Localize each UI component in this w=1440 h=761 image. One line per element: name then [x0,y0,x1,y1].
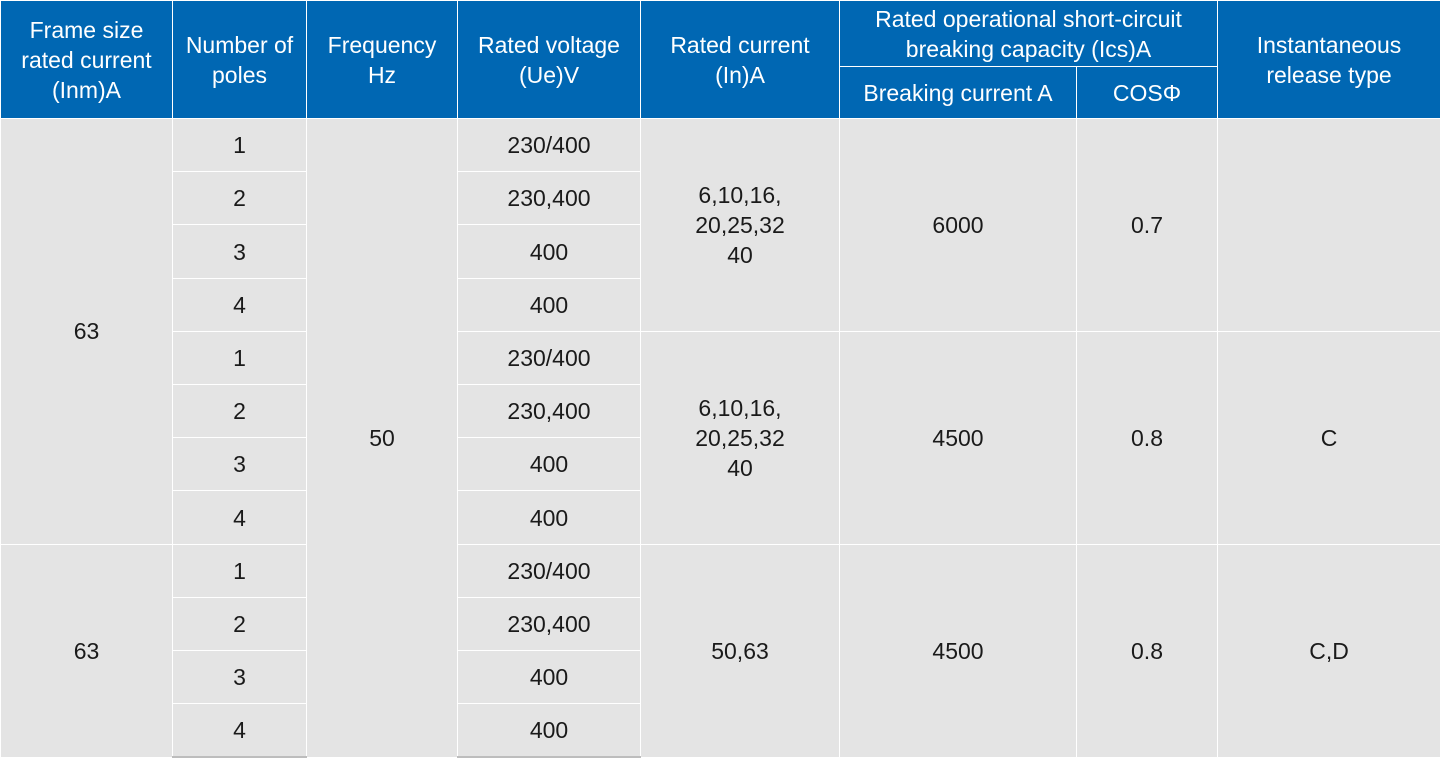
table-row: 4 400 [1,277,1440,332]
cell-poles: 3 [172,224,307,279]
cell-voltage: 230,400 [457,171,641,226]
cell-release-type [1217,118,1440,332]
table-row: 2 230,400 [1,171,1440,226]
cell-poles: 1 [172,543,307,598]
cell-poles: 2 [172,171,307,226]
cell-voltage: 400 [457,224,641,279]
header-frame-size: Frame size rated current (Inm)A [0,0,173,119]
header-cos-phi: COSΦ [1075,66,1219,119]
cell-poles: 3 [172,650,307,705]
cell-poles: 4 [172,490,307,545]
cell-voltage: 400 [457,437,641,492]
cell-poles: 2 [172,384,307,439]
cell-voltage: 230/400 [457,330,641,386]
table-row: 63 1 230/400 50,63 4500 0.8 C,D [0,543,1440,758]
cell-poles: 2 [172,596,307,652]
table-row: 4 400 [1,490,1440,545]
cell-frame-size: 63 [0,543,173,758]
header-poles: Number of poles [172,0,307,119]
cell-poles: 4 [172,703,307,759]
header-rated-voltage: Rated voltage (Ue)V [457,0,641,119]
cell-breaking-current: 6000 [839,118,1077,332]
cell-release-type: C,D [1217,543,1440,758]
cell-rated-current: 6,10,16, 20,25,32 40 [640,330,840,545]
cell-voltage: 230/400 [457,117,641,173]
header-breaking-current: Breaking current A [839,66,1077,119]
cell-rated-current: 6,10,16, 20,25,32 40 [640,118,840,332]
table-row: 1 230/400 6,10,16, 20,25,32 40 4500 0.8 … [1,330,1440,545]
table-row: 2 230,400 [1,596,1440,652]
header-release-type: Instantaneous release type [1217,0,1440,119]
cell-voltage: 230,400 [457,596,641,652]
table-row: 3 400 [1,650,1440,705]
table-row: 3 400 [1,224,1440,279]
header-breaking-capacity: Rated operational short-circuit breaking… [838,0,1219,67]
cell-voltage: 230,400 [457,384,641,439]
cell-voltage: 230/400 [457,543,641,598]
cell-voltage: 400 [457,277,641,332]
table-row: 63 1 50 230/400 6,10,16, 20,25,32 40 600… [0,117,1440,758]
table-row: 4 400 [1,703,1440,759]
cell-rated-current: 50,63 [640,543,840,758]
table-row: 2 230,400 [1,384,1440,439]
table-body: 63 1 50 230/400 6,10,16, 20,25,32 40 600… [0,117,1440,759]
table-row: 3 400 [1,437,1440,492]
cell-breaking-current: 4500 [839,330,1077,545]
cell-breaking-current: 4500 [839,543,1077,758]
cell-cos-phi: 0.7 [1075,118,1219,332]
cell-poles: 1 [172,117,307,173]
cell-poles: 3 [172,437,307,492]
cell-voltage: 400 [457,490,641,545]
cell-cos-phi: 0.8 [1075,543,1219,758]
cell-poles: 1 [172,330,307,386]
cell-voltage: 400 [457,650,641,705]
cell-poles: 4 [172,277,307,332]
cell-cos-phi: 0.8 [1075,330,1219,545]
header-rated-current: Rated current (In)A [640,0,840,119]
header-frequency: Frequency Hz [306,0,458,119]
cell-frame-size: 63 [0,118,173,545]
cell-release-type: C [1217,330,1440,545]
table-header: Frame size rated current (Inm)A Number o… [0,0,1440,119]
cell-frequency: 50 [306,118,458,758]
cell-voltage: 400 [457,703,641,759]
